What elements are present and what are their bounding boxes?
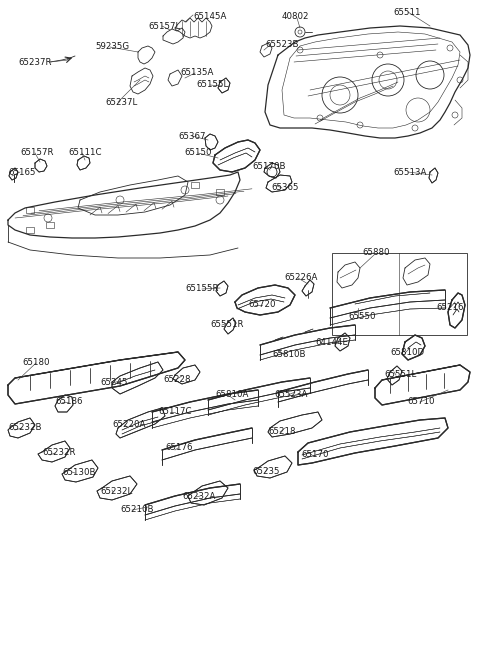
Text: 65235: 65235 (252, 467, 279, 476)
Text: 65710: 65710 (407, 397, 434, 406)
Text: 65720: 65720 (248, 300, 276, 309)
Text: 65810B: 65810B (272, 350, 305, 359)
Text: 65810A: 65810A (215, 390, 248, 399)
Text: 65216: 65216 (436, 303, 464, 312)
Text: 65111C: 65111C (68, 148, 101, 157)
Bar (332, 253, 467, 335)
Text: 65245: 65245 (100, 378, 128, 387)
Text: 65157L: 65157L (148, 22, 180, 31)
Text: 65176: 65176 (165, 443, 192, 452)
Text: 65150: 65150 (184, 148, 212, 157)
Text: 65145A: 65145A (193, 12, 227, 21)
Text: 65232R: 65232R (42, 448, 75, 457)
Text: 65232L: 65232L (100, 487, 132, 496)
Text: 40802: 40802 (282, 12, 310, 21)
Text: 65232A: 65232A (182, 492, 216, 501)
Text: 65228: 65228 (163, 375, 191, 384)
Bar (46, 222, 54, 228)
Text: 65523A: 65523A (274, 390, 307, 399)
Bar (191, 182, 199, 188)
Text: 65232B: 65232B (8, 423, 41, 432)
Text: 65513A: 65513A (393, 168, 426, 177)
Text: 65130B: 65130B (62, 468, 96, 477)
Text: 59235G: 59235G (95, 42, 129, 51)
Text: 65367: 65367 (178, 132, 205, 141)
Bar (26, 227, 34, 233)
Text: 65523B: 65523B (265, 40, 299, 49)
Text: 65220A: 65220A (112, 420, 145, 429)
Text: 65210B: 65210B (120, 505, 154, 514)
Text: 65117C: 65117C (158, 407, 192, 416)
Text: 65810D: 65810D (390, 348, 424, 357)
Text: 65550: 65550 (348, 312, 375, 321)
Text: 65226A: 65226A (284, 273, 317, 282)
Bar (216, 189, 224, 195)
Text: 65170: 65170 (301, 450, 328, 459)
Text: 65237L: 65237L (105, 98, 137, 107)
Text: 65180: 65180 (22, 358, 49, 367)
Text: 65135A: 65135A (180, 68, 214, 77)
Text: 65880: 65880 (362, 248, 389, 257)
Text: 65237R: 65237R (18, 58, 51, 67)
Text: 65155R: 65155R (185, 284, 218, 293)
Text: 65551L: 65551L (384, 370, 416, 379)
Text: 65511: 65511 (393, 8, 420, 17)
Text: 65157R: 65157R (20, 148, 53, 157)
Text: 65551R: 65551R (210, 320, 243, 329)
Text: 65218: 65218 (268, 427, 296, 436)
Text: 65186: 65186 (55, 397, 83, 406)
Text: 65165: 65165 (8, 168, 36, 177)
Text: 65170B: 65170B (252, 162, 286, 171)
Text: 64144E: 64144E (315, 338, 348, 347)
Text: 65155L: 65155L (196, 80, 228, 89)
Text: 65365: 65365 (271, 183, 299, 192)
Bar (26, 207, 34, 213)
